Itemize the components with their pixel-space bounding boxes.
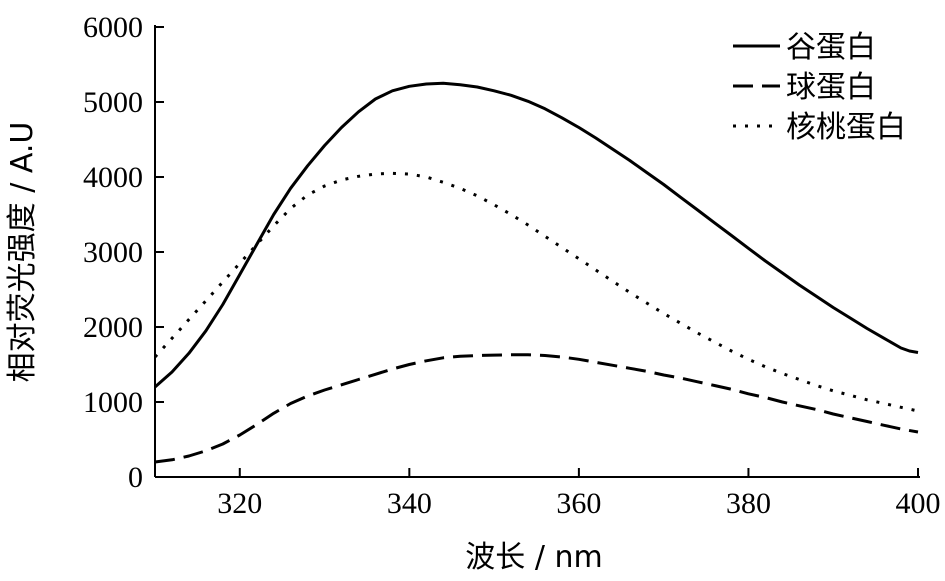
x-tick-label: 320 — [217, 487, 262, 520]
x-tick-label: 340 — [387, 487, 432, 520]
legend-label-2: 球蛋白 — [786, 70, 876, 105]
x-tick-label: 360 — [556, 487, 601, 520]
x-tick-label: 380 — [726, 487, 771, 520]
axes: 0 1000 2000 3000 4000 5000 6000 320 340 360 380 400 — [83, 11, 941, 520]
y-tick-label: 1000 — [83, 386, 143, 419]
legend-label-1: 谷蛋白 — [786, 30, 876, 65]
y-axis-title: 相对荧光强度 / A.U — [5, 122, 40, 383]
y-tick-label: 0 — [128, 461, 143, 494]
y-tick-label: 3000 — [83, 236, 143, 269]
series-line-1 — [154, 81, 919, 389]
series-line-2 — [154, 353, 919, 464]
y-tick-label: 6000 — [83, 11, 143, 44]
series-line-3 — [153, 171, 919, 413]
y-tick-label: 2000 — [83, 311, 143, 344]
x-axis-title: 波长 / nm — [465, 540, 602, 575]
legend-label-3: 核桃蛋白 — [786, 110, 906, 145]
x-tick-label: 400 — [896, 487, 941, 520]
y-tick-label: 4000 — [83, 161, 143, 194]
series-group — [153, 81, 919, 464]
y-tick-label: 5000 — [83, 86, 143, 119]
